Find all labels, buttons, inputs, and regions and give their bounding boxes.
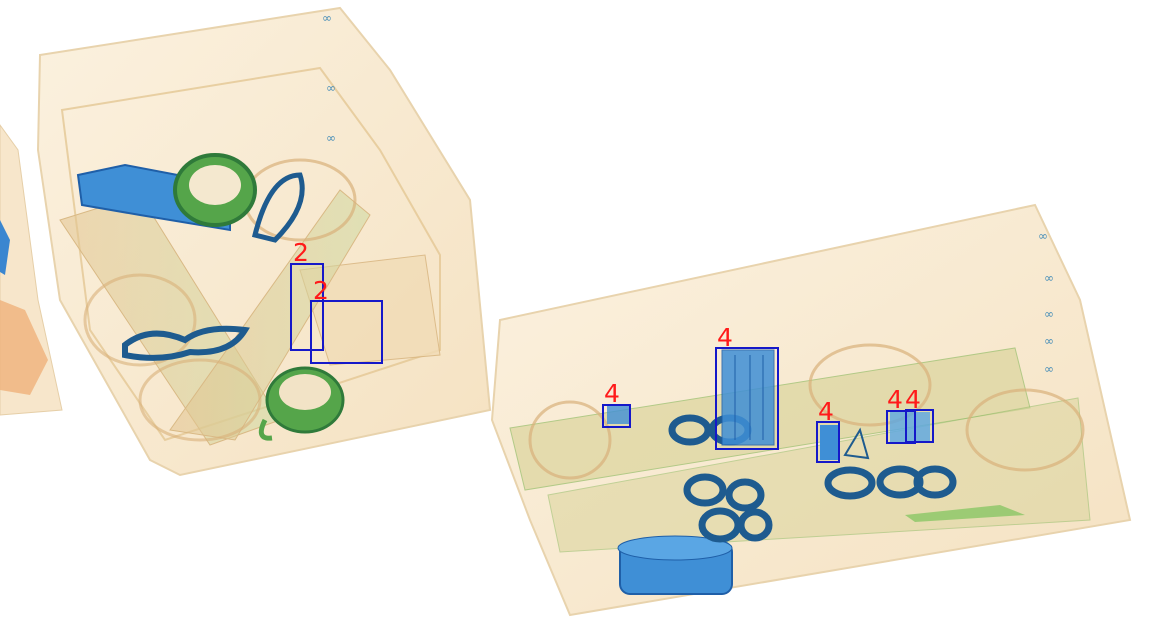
detection-box: [886, 410, 916, 444]
detection-label: 4: [887, 385, 903, 414]
detection-label: 2: [293, 238, 309, 267]
detection-label: 2: [313, 276, 329, 305]
svg-text:∞: ∞: [1044, 334, 1054, 348]
detection-box: [715, 347, 779, 450]
middle-bag: ∞ ∞ ∞: [36, 6, 492, 477]
svg-text:∞: ∞: [1044, 362, 1054, 376]
svg-text:∞: ∞: [326, 131, 336, 145]
detection-box: [905, 409, 934, 443]
svg-text:∞: ∞: [1044, 271, 1054, 285]
detection-box: [310, 300, 383, 364]
detection-label: 4: [717, 323, 733, 352]
left-partial-bag: [0, 124, 63, 416]
svg-text:∞: ∞: [322, 11, 332, 25]
detection-label: 4: [604, 379, 620, 408]
detection-box: [290, 263, 324, 351]
detection-box: [602, 404, 631, 428]
detection-label: 4: [905, 385, 921, 414]
right-bag: ∞ ∞ ∞ ∞ ∞: [490, 203, 1132, 617]
svg-text:∞: ∞: [1044, 307, 1054, 321]
svg-text:∞: ∞: [326, 81, 336, 95]
svg-text:∞: ∞: [1038, 229, 1048, 243]
detection-label: 4: [818, 397, 834, 426]
detection-box: [816, 421, 840, 463]
